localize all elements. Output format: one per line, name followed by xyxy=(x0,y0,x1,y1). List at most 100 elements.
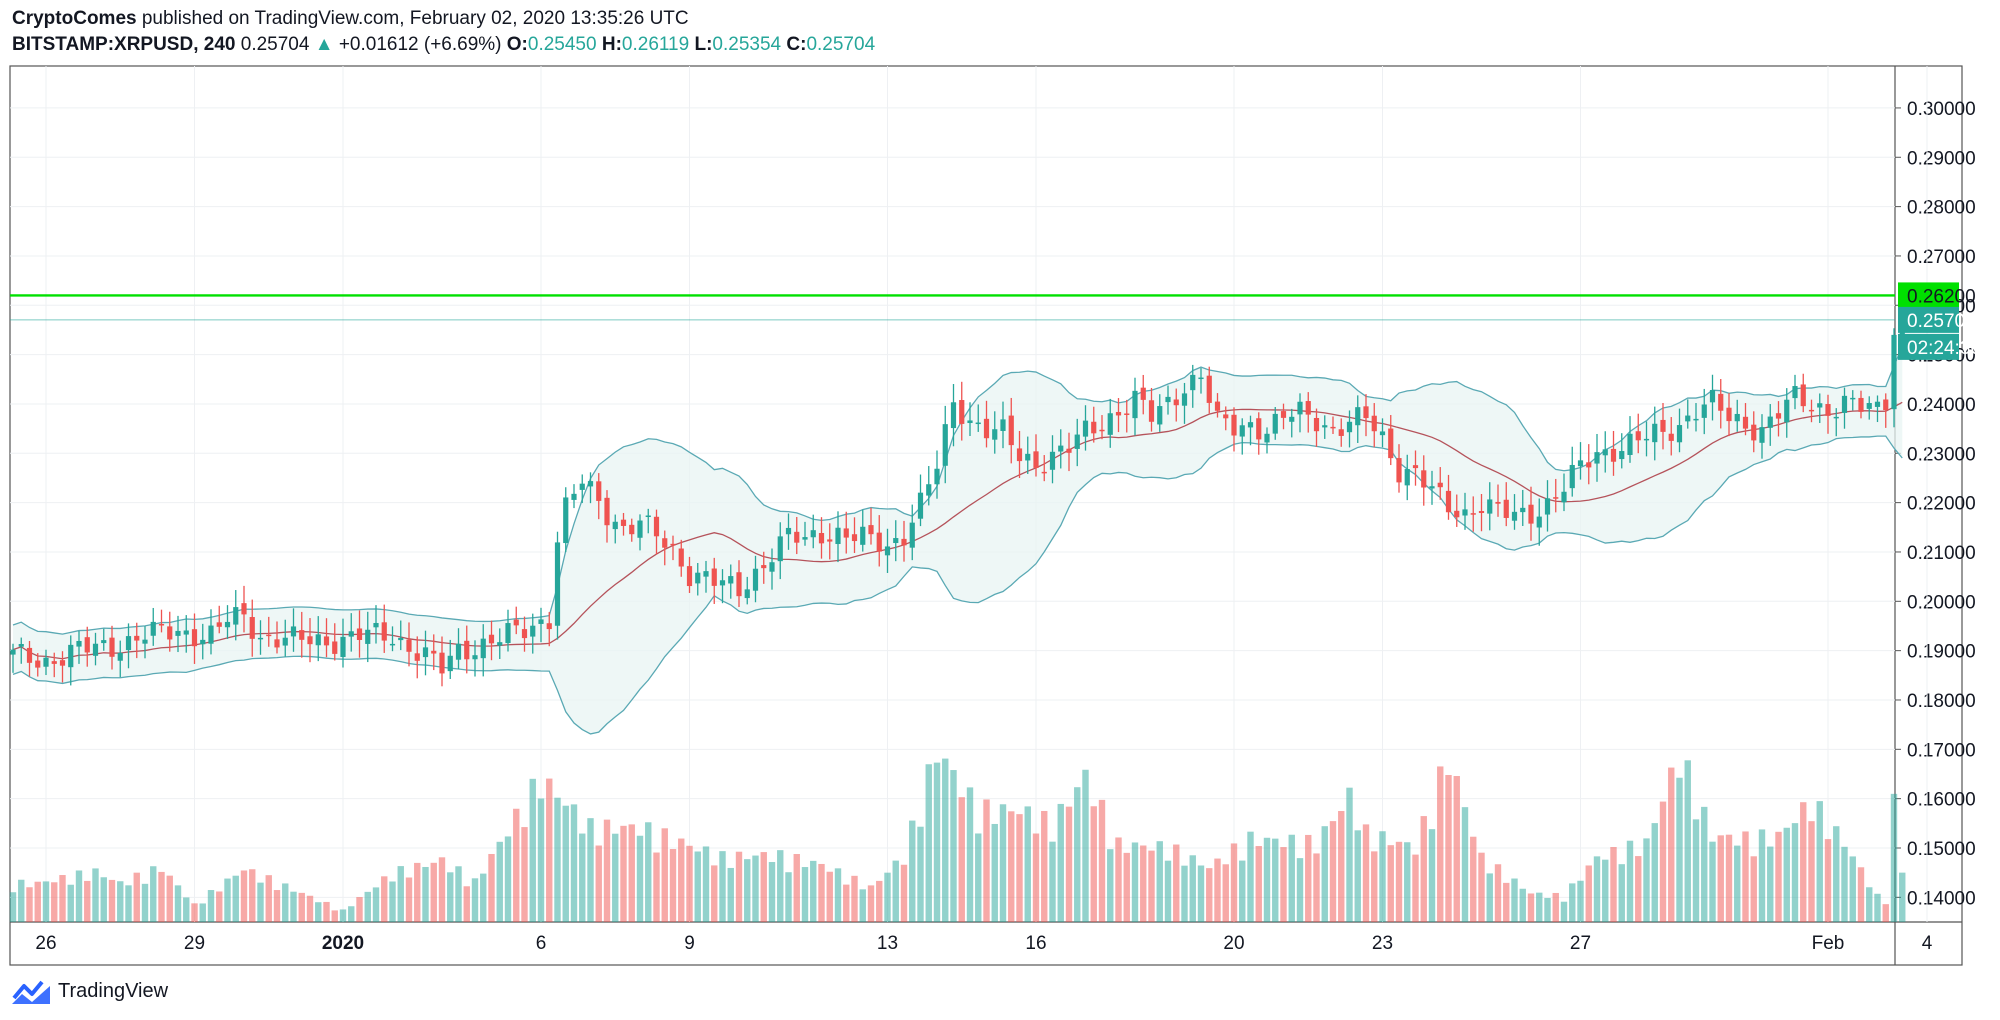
candle-body xyxy=(1742,416,1749,429)
candle-body xyxy=(777,536,783,562)
candle-body xyxy=(1619,451,1625,460)
candle-body xyxy=(414,653,420,661)
volume-bar xyxy=(636,835,644,922)
candle-body xyxy=(208,625,214,644)
volume-bar xyxy=(1519,888,1526,922)
volume-bar xyxy=(1164,860,1172,922)
volume-bar xyxy=(1800,802,1807,922)
candle-body xyxy=(612,521,618,530)
volume-bar xyxy=(59,875,66,922)
candle-body xyxy=(233,607,239,625)
volume-bar xyxy=(917,826,924,922)
volume-bar xyxy=(562,805,569,922)
volume-bar xyxy=(702,846,710,922)
candle-body xyxy=(1544,498,1551,515)
candle-body xyxy=(1066,448,1072,453)
last-price: 0.25704 xyxy=(240,34,310,55)
candle-body xyxy=(464,640,470,660)
candle-body xyxy=(1487,499,1493,514)
candle-body xyxy=(1190,374,1196,391)
volume-bar xyxy=(240,870,248,922)
volume-bar xyxy=(1486,873,1493,922)
candle-body xyxy=(1627,433,1633,455)
volume-bar xyxy=(455,866,462,922)
volume-bar xyxy=(521,827,528,922)
y-tick-label: 0.18000 xyxy=(1907,691,1976,712)
volume-bar xyxy=(950,770,957,922)
candle-body xyxy=(1082,420,1089,437)
volume-bar xyxy=(1511,878,1518,922)
volume-bar xyxy=(570,804,578,922)
candle-body xyxy=(1503,499,1509,518)
volume-bar xyxy=(141,883,149,922)
candle-body xyxy=(191,629,198,647)
candle-body xyxy=(1445,490,1452,513)
candle-body xyxy=(323,636,330,646)
candle-body xyxy=(59,660,66,666)
y-tick-label: 0.28000 xyxy=(1907,198,1976,219)
candle-body xyxy=(332,641,338,654)
candle-body xyxy=(563,497,569,544)
candle-body xyxy=(1652,423,1658,443)
volume-bar xyxy=(529,778,536,922)
candle-body xyxy=(942,424,948,466)
volume-bar xyxy=(777,850,784,922)
volume-bar xyxy=(224,878,231,922)
candle-body xyxy=(1363,406,1369,419)
candle-body xyxy=(1635,431,1641,441)
volume-bar xyxy=(1123,852,1130,922)
volume-bar xyxy=(183,897,190,922)
volume-bar xyxy=(1552,892,1559,922)
volume-bar xyxy=(1833,826,1840,922)
volume-bar xyxy=(133,872,140,922)
volume-bar xyxy=(603,819,611,922)
volume-bar xyxy=(975,833,982,922)
candle-body xyxy=(1165,396,1171,403)
volume-bar xyxy=(1065,806,1073,922)
candle-body xyxy=(1668,433,1674,441)
candle-body xyxy=(950,402,957,429)
volume-bar xyxy=(744,859,751,922)
volume-bar xyxy=(1008,811,1015,922)
volume-bar xyxy=(158,871,165,922)
candle-body xyxy=(1223,414,1229,419)
candle-body xyxy=(901,538,907,546)
volume-bar xyxy=(1214,858,1221,922)
volume-bar xyxy=(1478,852,1485,922)
candle-body xyxy=(1091,421,1097,434)
tradingview-logo-icon[interactable] xyxy=(12,978,50,1004)
volume-bar xyxy=(488,853,495,922)
candle-body xyxy=(117,652,123,661)
candle-body xyxy=(1008,415,1014,446)
brand-name[interactable]: TradingView xyxy=(58,979,169,1002)
author-name[interactable]: CryptoComes xyxy=(12,8,137,29)
volume-bar xyxy=(1445,775,1452,922)
candle-body xyxy=(917,492,924,519)
volume-bar xyxy=(991,823,998,922)
candle-body xyxy=(1404,469,1410,486)
candle-body xyxy=(785,527,792,535)
volume-bar xyxy=(925,764,932,922)
candle-body xyxy=(868,525,874,535)
volume-bar xyxy=(1148,850,1155,922)
price-change: +0.01612 (+6.69%) xyxy=(338,34,502,55)
candle-body xyxy=(579,483,585,490)
candle-body xyxy=(1511,511,1518,521)
candle-body xyxy=(1124,413,1130,415)
volume-bar xyxy=(191,903,198,922)
chart-frame xyxy=(9,65,1963,966)
candle-body xyxy=(1808,409,1815,412)
candle-body xyxy=(1569,464,1575,489)
candle-body xyxy=(975,422,981,425)
volume-bar xyxy=(1874,893,1881,922)
candle-body xyxy=(678,548,684,567)
volume-bar xyxy=(719,851,726,922)
candle-body xyxy=(818,532,825,544)
candle-body xyxy=(794,531,800,543)
candle-body xyxy=(142,639,148,644)
volume-bar xyxy=(537,798,545,922)
candle-body xyxy=(761,565,767,569)
candle-body xyxy=(1140,387,1146,400)
candle-body xyxy=(1833,416,1839,419)
